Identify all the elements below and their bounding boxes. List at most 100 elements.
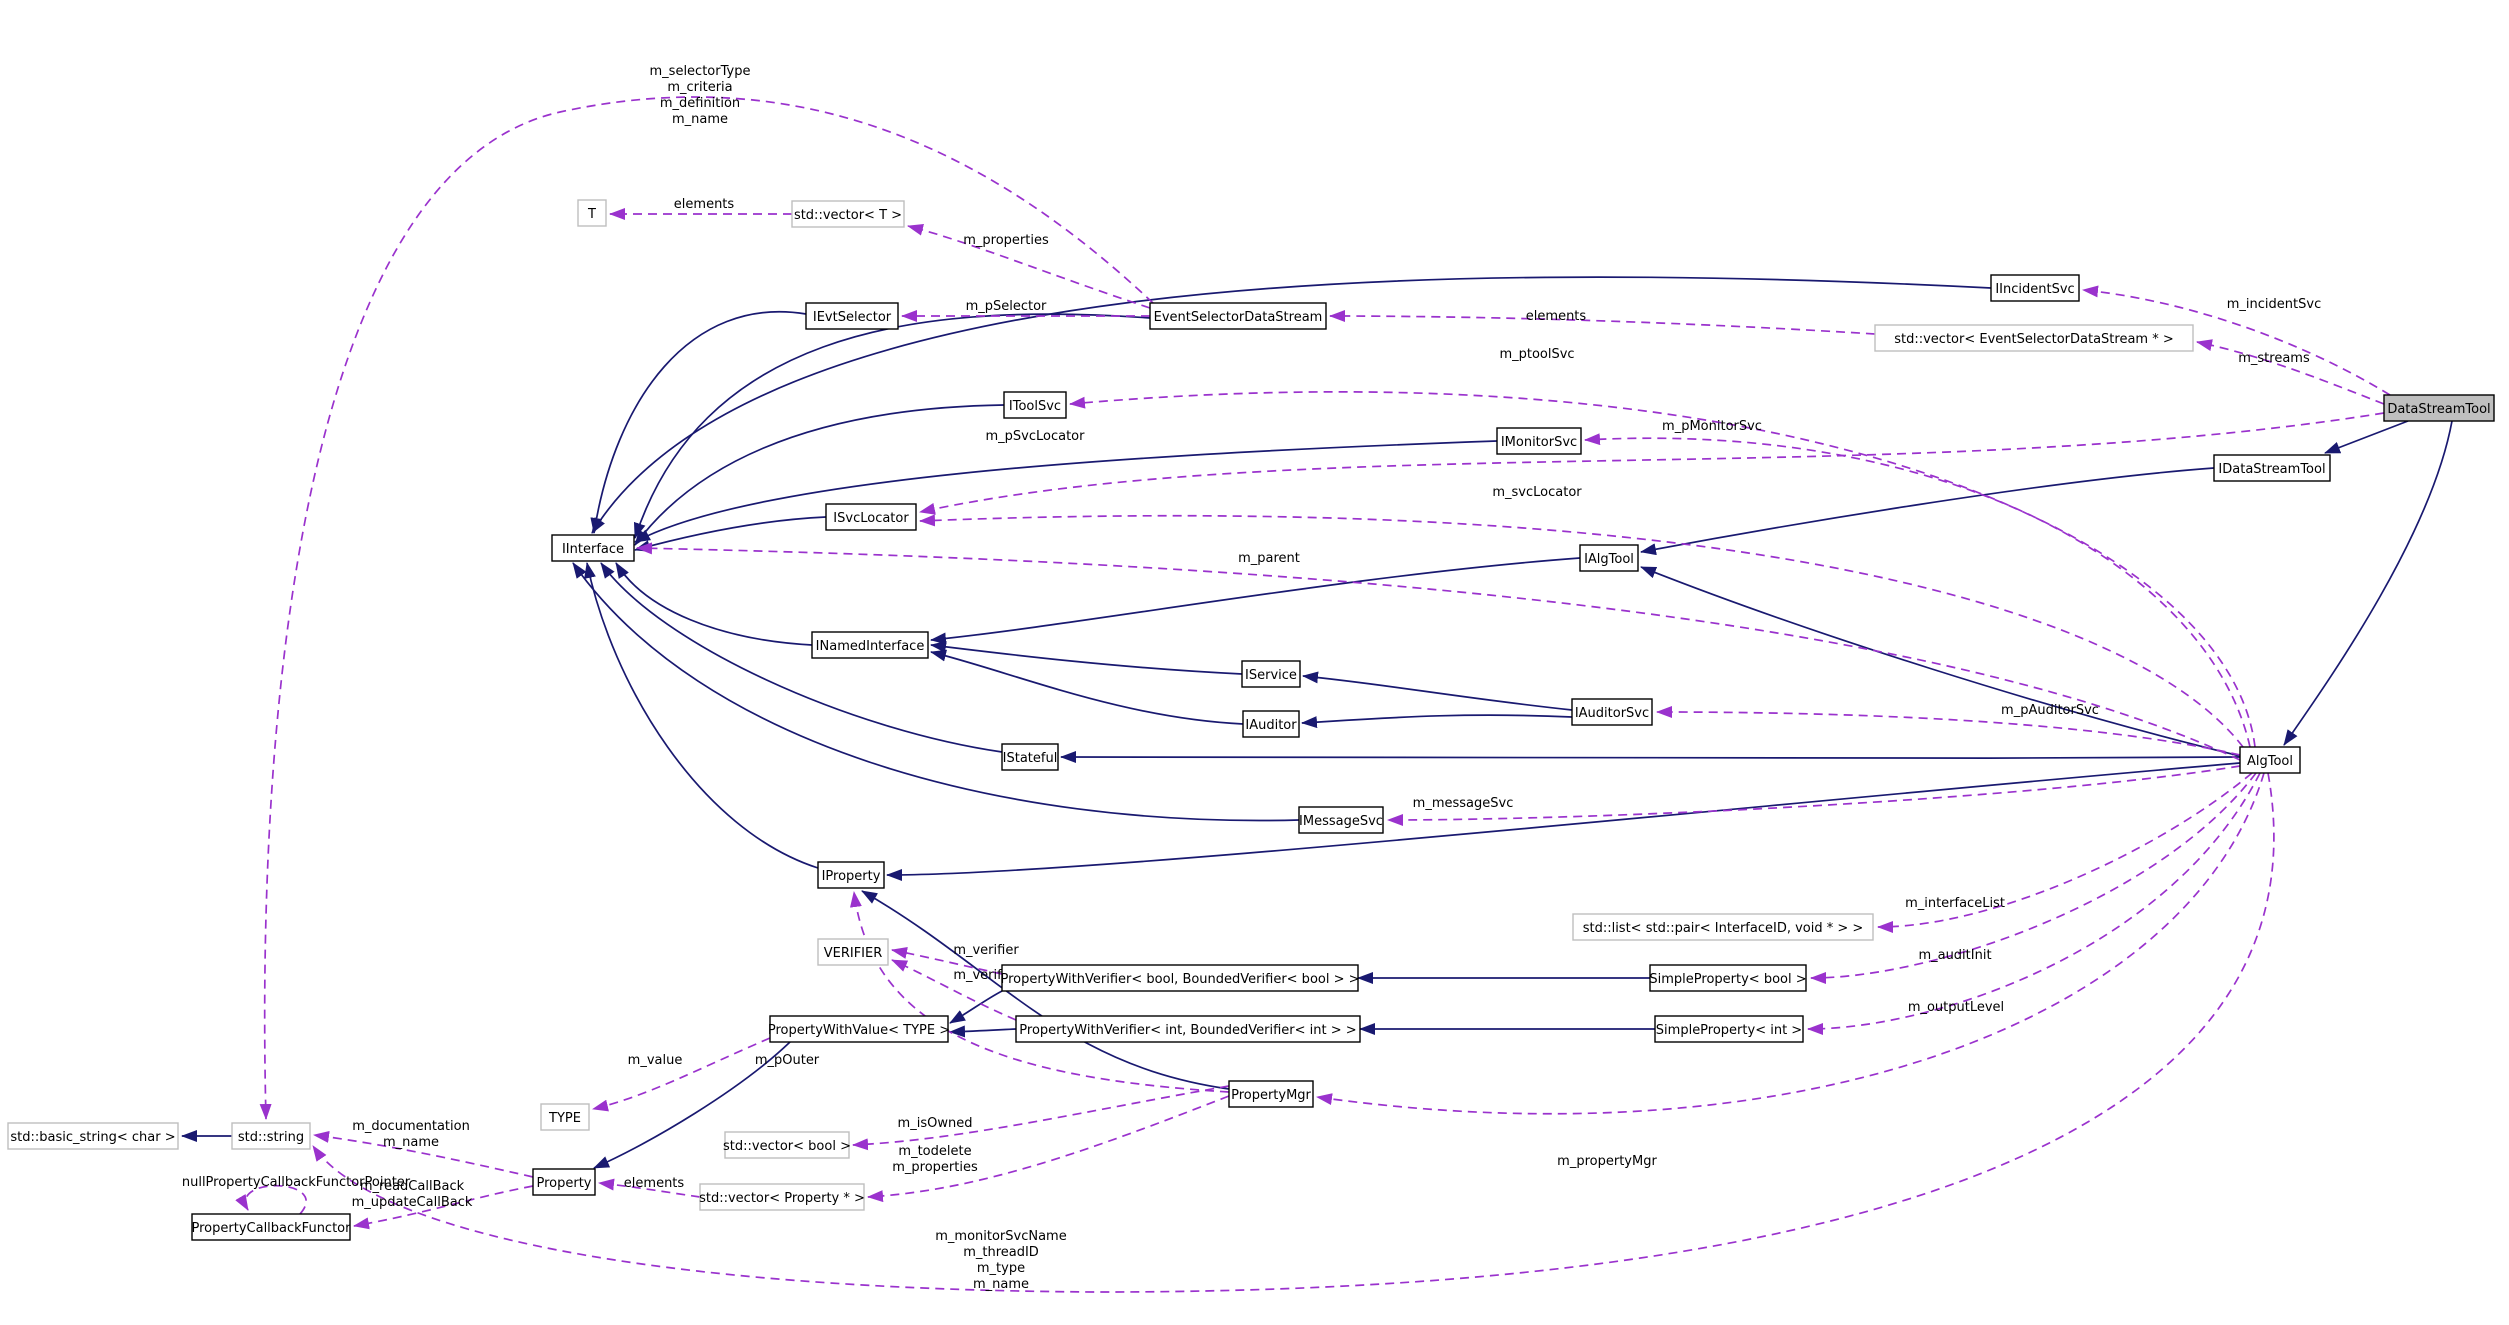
node-imessagesvc[interactable]: IMessageSvc	[1298, 806, 1384, 834]
svg-text:std::vector< T >: std::vector< T >	[794, 208, 902, 223]
svg-text:PropertyWithValue< TYPE >: PropertyWithValue< TYPE >	[768, 1023, 950, 1038]
edge-labels: m_selectorType m_criteria m_definition m_na…	[182, 64, 2321, 1292]
node-propertywithvalue-type[interactable]: PropertyWithValue< TYPE >	[768, 1015, 950, 1043]
svg-text:IInterface: IInterface	[562, 542, 624, 557]
node-istateful[interactable]: IStateful	[1001, 743, 1059, 771]
node-iauditor[interactable]: IAuditor	[1242, 710, 1300, 738]
node-algtool[interactable]: AlgTool	[2239, 746, 2301, 774]
edge-label-m-incidentsvc: m_incidentSvc	[2227, 297, 2321, 312]
svg-text:std::string: std::string	[238, 1130, 304, 1145]
edge-algtool-imonitorsvc	[1584, 433, 2251, 748]
svg-text:std::vector< Property * >: std::vector< Property * >	[699, 1191, 865, 1206]
edge-datastreamtool-algtool	[2283, 420, 2453, 746]
edge-algtool-isvclocator	[919, 514, 2244, 748]
edge-property-pcf	[353, 1185, 534, 1230]
svg-text:IMessageSvc: IMessageSvc	[1299, 814, 1383, 829]
svg-text:TYPE: TYPE	[548, 1111, 581, 1126]
edge-label-m-verifier-bool: m_verifier	[953, 943, 1019, 958]
svg-text:SimpleProperty< int >: SimpleProperty< int >	[1656, 1023, 1802, 1038]
svg-text:EventSelectorDataStream: EventSelectorDataStream	[1154, 310, 1323, 325]
edge-label-m-svclocator: m_svcLocator	[1492, 485, 1582, 500]
node-simpleproperty-bool[interactable]: SimpleProperty< bool >	[1649, 964, 1807, 992]
svg-text:IAuditorSvc: IAuditorSvc	[1575, 706, 1649, 721]
nodes: T std::vector< T > IEvtSelector EventSel…	[7, 199, 2495, 1241]
edge-label-elements-props: elements	[624, 1176, 685, 1191]
node-simpleproperty-int[interactable]: SimpleProperty< int >	[1654, 1015, 1804, 1043]
node-eventselectordatastream[interactable]: EventSelectorDataStream	[1149, 302, 1327, 330]
edge-propertymgr-vectorbool	[852, 1085, 1230, 1151]
node-iservice[interactable]: IService	[1241, 660, 1301, 688]
edge-label-m-parent: m_parent	[1238, 551, 1300, 566]
edge-label-m-outputlevel: m_outputLevel	[1908, 1000, 2004, 1015]
node-property[interactable]: Property	[532, 1168, 596, 1196]
edge-algtool-iproperty	[886, 762, 2241, 881]
svg-text:Property: Property	[536, 1176, 591, 1191]
node-inamedinterface[interactable]: INamedInterface	[811, 631, 929, 659]
node-iproperty[interactable]: IProperty	[817, 861, 885, 889]
edge-label-algtool-strings: m_monitorSvcName m_threadID m_type m_name	[935, 1229, 1066, 1292]
node-iincidentsvc[interactable]: IIncidentSvc	[1990, 274, 2080, 302]
node-datastreamtool: DataStreamTool	[2383, 394, 2495, 422]
svg-text:PropertyCallbackFunctor: PropertyCallbackFunctor	[192, 1221, 352, 1236]
edge-label-elements-t: elements	[674, 197, 735, 212]
svg-text:IAlgTool: IAlgTool	[1584, 552, 1634, 567]
node-propertywithverifier-bool[interactable]: PropertyWithVerifier< bool, BoundedVerif…	[1000, 964, 1360, 992]
edge-label-m-isowned: m_isOwned	[898, 1116, 973, 1131]
edge-label-property-string: m_documentation m_name	[352, 1119, 470, 1150]
node-propertymgr[interactable]: PropertyMgr	[1228, 1080, 1314, 1108]
edge-label-m-messagesvc: m_messageSvc	[1413, 796, 1514, 811]
svg-text:IEvtSelector: IEvtSelector	[813, 310, 892, 325]
edge-pwvint-pwvalue	[949, 1025, 1017, 1038]
svg-text:IIncidentSvc: IIncidentSvc	[1995, 282, 2074, 297]
svg-text:IProperty: IProperty	[822, 869, 881, 884]
node-iauditorsvc[interactable]: IAuditorSvc	[1571, 698, 1653, 726]
node-t: T	[577, 199, 607, 227]
edge-label-m-interfacelist: m_interfaceList	[1905, 896, 2005, 911]
edge-inamedinterface-iinterface	[615, 562, 813, 646]
edge-algtool-spbool	[1810, 772, 2257, 984]
edge-pwvbool-pwvalue	[949, 990, 1003, 1024]
svg-text:INamedInterface: INamedInterface	[816, 639, 925, 654]
node-propertycallbackfunctor[interactable]: PropertyCallbackFunctor	[191, 1213, 352, 1241]
node-iinterface[interactable]: IInterface	[551, 534, 635, 562]
svg-text:DataStreamTool: DataStreamTool	[2387, 402, 2490, 417]
edge-imonitorsvc-iinterface	[634, 440, 1498, 543]
node-std-string: std::string	[231, 1122, 311, 1150]
node-std-vector-t: std::vector< T >	[791, 200, 905, 228]
edge-algtool-iinterface-parent	[636, 542, 2241, 761]
edge-algtool-itoolsvc	[1069, 391, 2256, 748]
node-std-vector-bool: std::vector< bool >	[723, 1131, 851, 1159]
svg-text:SimpleProperty< bool >: SimpleProperty< bool >	[1649, 972, 1806, 987]
svg-text:T: T	[587, 207, 596, 222]
edge-ievtselector-iinterface	[590, 311, 807, 534]
edge-iauditorsvc-iauditor	[1301, 714, 1573, 729]
svg-text:IStateful: IStateful	[1003, 751, 1058, 766]
svg-text:PropertyWithVerifier< bool, Bo: PropertyWithVerifier< bool, BoundedVerif…	[1000, 972, 1359, 987]
edge-imessagesvc-iinterface	[572, 562, 1300, 822]
edge-propertymgr-iproperty	[861, 890, 1230, 1090]
edge-pwvalue-type	[592, 1037, 771, 1112]
edge-algtool-stdstring	[312, 772, 2275, 1293]
svg-text:std::basic_string< char >: std::basic_string< char >	[10, 1130, 175, 1145]
node-ialgtool[interactable]: IAlgTool	[1579, 544, 1639, 572]
node-propertywithverifier-int[interactable]: PropertyWithVerifier< int, BoundedVerifi…	[1015, 1015, 1361, 1043]
svg-text:IDataStreamTool: IDataStreamTool	[2218, 462, 2325, 477]
node-idatastreamtool[interactable]: IDataStreamTool	[2213, 454, 2331, 482]
edge-pwvint-verifier	[891, 959, 1017, 1021]
node-imonitorsvc[interactable]: IMonitorSvc	[1496, 427, 1582, 455]
edge-label-m-pmonitorsvc: m_pMonitorSvc	[1662, 419, 1762, 434]
edge-algtool-iauditorsvc	[1656, 706, 2241, 756]
node-isvclocator[interactable]: ISvcLocator	[825, 503, 917, 531]
edge-itoolsvc-iinterface	[634, 404, 1005, 546]
edge-property-stdstring	[313, 1131, 534, 1178]
node-ievtselector[interactable]: IEvtSelector	[805, 302, 899, 330]
edge-label-m-propertymgr: m_propertyMgr	[1557, 1154, 1657, 1169]
edge-algtool-listpair	[1877, 772, 2253, 933]
svg-text:IMonitorSvc: IMonitorSvc	[1501, 435, 1577, 450]
edge-iauditor-inamedinterface	[930, 649, 1244, 725]
edge-label-m-pselector: m_pSelector	[966, 299, 1047, 314]
edge-algtool-propertymgr	[1316, 772, 2265, 1115]
node-itoolsvc[interactable]: IToolSvc	[1003, 391, 1067, 419]
edge-idatastreamtool-ialgtool	[1640, 467, 2215, 556]
